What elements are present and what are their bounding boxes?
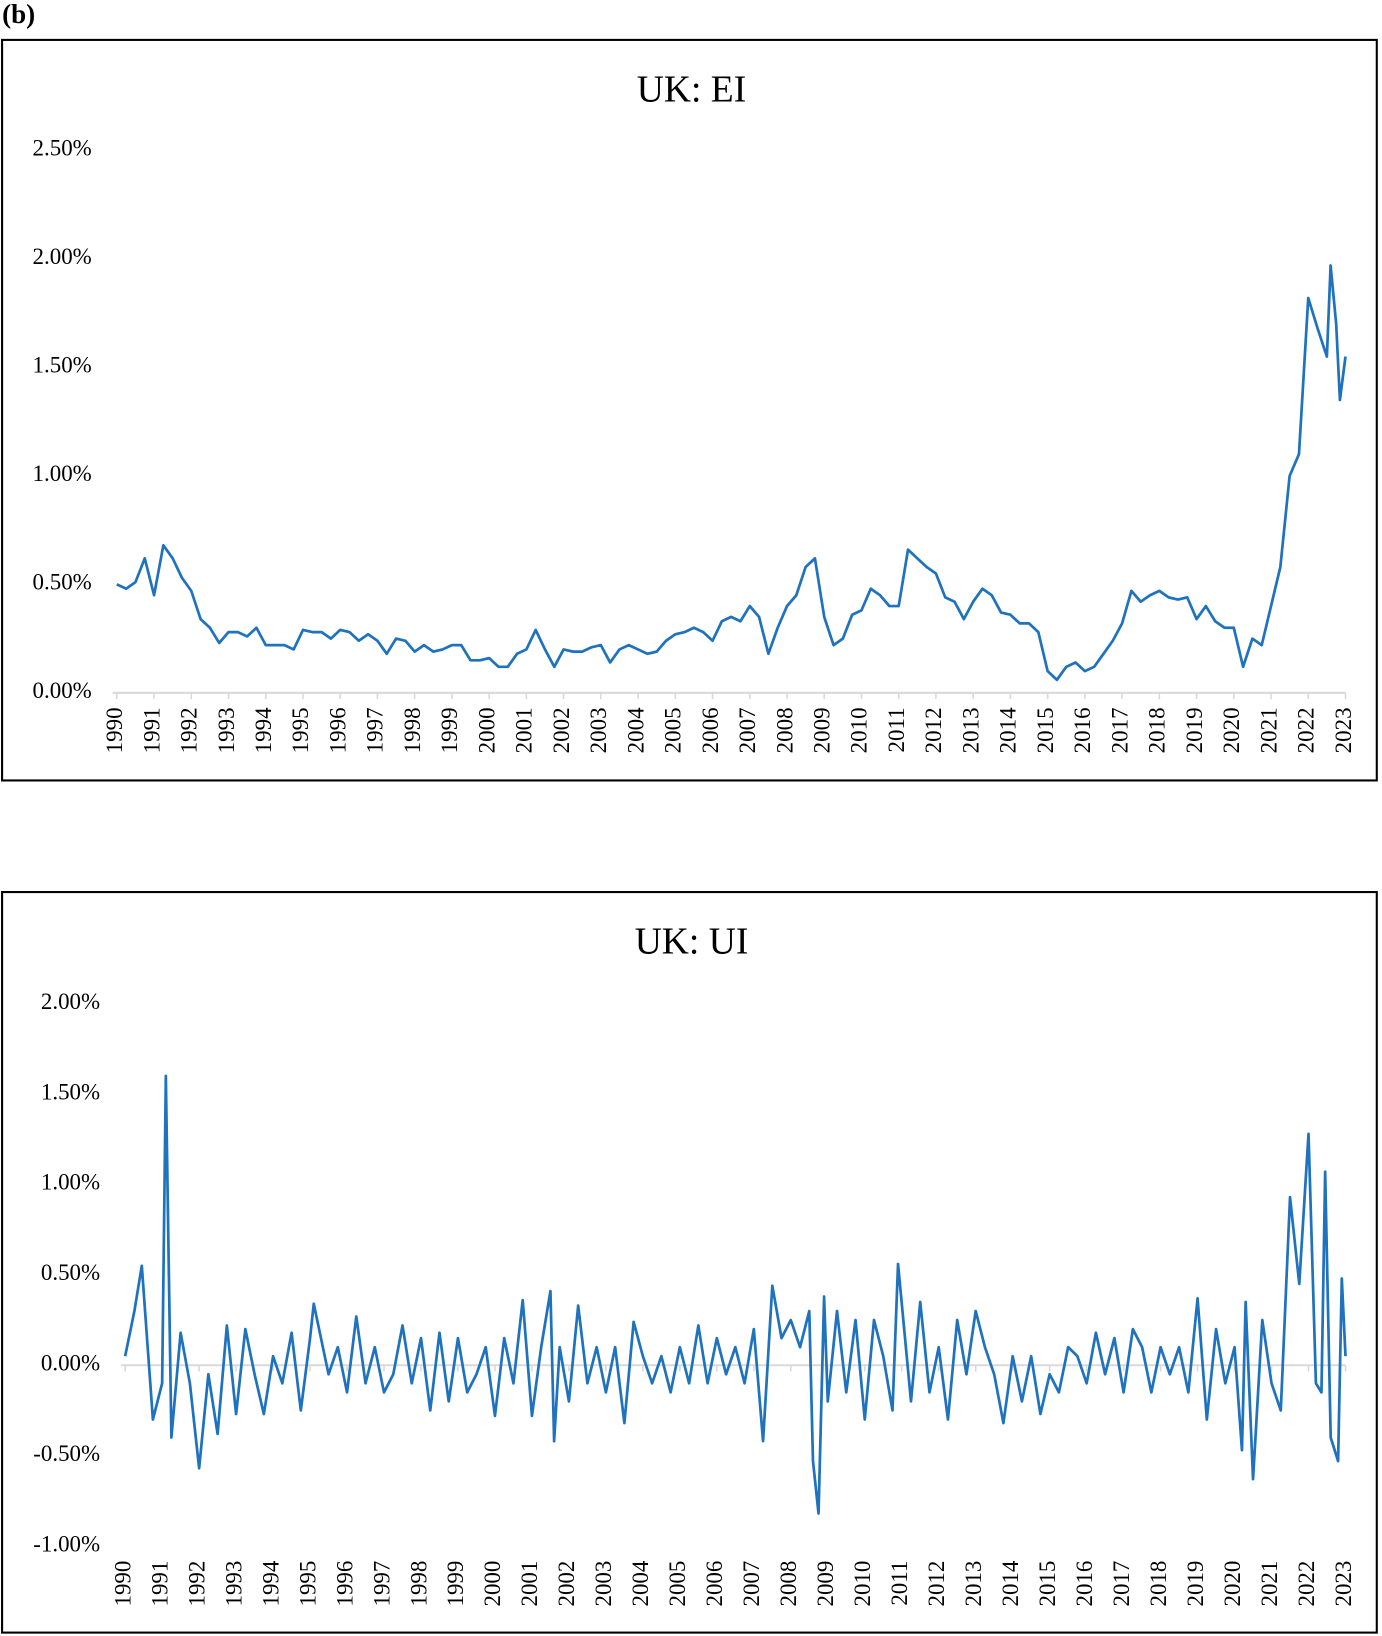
x-tick-label: 2014 bbox=[996, 707, 1021, 753]
x-tick-label: 2012 bbox=[924, 1561, 949, 1607]
x-tick-label: 2005 bbox=[665, 1561, 690, 1607]
x-tick-label: 1992 bbox=[184, 1561, 209, 1607]
x-tick-label: 2010 bbox=[850, 1561, 875, 1607]
x-tick-label: 2008 bbox=[776, 1561, 801, 1607]
x-tick-label: 2006 bbox=[698, 707, 723, 753]
x-tick-label: 2006 bbox=[702, 1561, 727, 1607]
x-tick-label: 1994 bbox=[251, 707, 276, 753]
x-tick-label: 1995 bbox=[288, 707, 313, 753]
x-tick-label: 2020 bbox=[1219, 707, 1244, 753]
y-tick-label: 0.50% bbox=[33, 570, 92, 595]
x-tick-label: 1990 bbox=[102, 707, 127, 753]
x-tick-label: 1993 bbox=[214, 707, 239, 753]
x-tick-label: 2002 bbox=[554, 1561, 579, 1607]
x-tick-label: 2014 bbox=[998, 1560, 1023, 1606]
y-tick-label: -1.00% bbox=[33, 1531, 100, 1556]
x-tick-label: 1995 bbox=[295, 1561, 320, 1607]
x-tick-label: 2022 bbox=[1294, 1561, 1319, 1607]
y-tick-label: 2.00% bbox=[41, 989, 100, 1014]
x-tick-label: 1999 bbox=[443, 1561, 468, 1607]
x-tick-label: 2003 bbox=[586, 707, 611, 753]
x-tick-label: 2015 bbox=[1033, 707, 1058, 753]
data-line bbox=[123, 1074, 1347, 1515]
x-tick-label: 2005 bbox=[661, 707, 686, 753]
x-tick-label: 1997 bbox=[363, 707, 388, 753]
x-tick-label: 2011 bbox=[887, 1561, 912, 1606]
x-tick-label: 1993 bbox=[221, 1561, 246, 1607]
x-tick-label: 2011 bbox=[884, 707, 909, 752]
chart-title: UK: EI bbox=[637, 69, 746, 110]
chart-title: UK: UI bbox=[635, 922, 749, 963]
x-tick-label: 1999 bbox=[437, 707, 462, 753]
x-tick-label: 2017 bbox=[1109, 1561, 1134, 1607]
x-tick-label: 2009 bbox=[810, 707, 835, 753]
x-tick-label: 2016 bbox=[1070, 707, 1095, 753]
x-tick-label: 2016 bbox=[1072, 1561, 1097, 1607]
x-tick-label: 2023 bbox=[1331, 1561, 1356, 1607]
x-tick-label: 2002 bbox=[549, 707, 574, 753]
x-tick-label: 1992 bbox=[177, 707, 202, 753]
y-tick-label: 0.00% bbox=[41, 1351, 100, 1376]
y-tick-label: 1.00% bbox=[33, 461, 92, 486]
x-tick-label: 1997 bbox=[369, 1561, 394, 1607]
x-tick-label: 2000 bbox=[474, 707, 499, 753]
x-tick-label: 1996 bbox=[332, 1561, 357, 1607]
y-tick-label: -0.50% bbox=[33, 1441, 100, 1466]
x-tick-label: 2003 bbox=[591, 1561, 616, 1607]
panel-label: (b) bbox=[2, 0, 35, 29]
x-tick-label: 2018 bbox=[1145, 707, 1170, 753]
x-tick-label: 2019 bbox=[1183, 1561, 1208, 1607]
x-tick-label: 2004 bbox=[623, 707, 648, 753]
chart-frame bbox=[1, 38, 1378, 782]
x-tick-label: 2007 bbox=[735, 707, 760, 753]
x-tick-label: 2010 bbox=[847, 707, 872, 753]
x-tick-label: 2013 bbox=[961, 1561, 986, 1607]
x-tick-label: 2017 bbox=[1107, 707, 1132, 753]
x-tick-label: 2013 bbox=[958, 707, 983, 753]
x-tick-label: 2023 bbox=[1331, 707, 1356, 753]
x-tick-label: 2021 bbox=[1257, 1561, 1282, 1607]
x-tick-label: 1991 bbox=[147, 1561, 172, 1607]
x-tick-label: 2008 bbox=[772, 707, 797, 753]
x-tick-label: 1998 bbox=[400, 707, 425, 753]
x-tick-label: 2001 bbox=[517, 1561, 542, 1607]
y-tick-label: 2.50% bbox=[33, 136, 92, 161]
y-tick-label: 2.00% bbox=[33, 244, 92, 269]
x-tick-label: 2007 bbox=[739, 1561, 764, 1607]
x-tick-label: 2019 bbox=[1182, 707, 1207, 753]
y-tick-label: 0.50% bbox=[41, 1260, 100, 1285]
x-tick-label: 2004 bbox=[628, 1560, 653, 1606]
x-tick-label: 1996 bbox=[325, 707, 350, 753]
x-tick-label: 2018 bbox=[1146, 1561, 1171, 1607]
y-tick-label: 1.00% bbox=[41, 1170, 100, 1195]
y-tick-label: 1.50% bbox=[41, 1079, 100, 1104]
x-tick-label: 2000 bbox=[480, 1561, 505, 1607]
x-tick-label: 2021 bbox=[1256, 707, 1281, 753]
x-tick-label: 1991 bbox=[139, 707, 164, 753]
x-tick-label: 2015 bbox=[1035, 1561, 1060, 1607]
x-tick-label: 2001 bbox=[512, 707, 537, 753]
x-tick-label: 2009 bbox=[813, 1561, 838, 1607]
x-tick-label: 2022 bbox=[1294, 707, 1319, 753]
x-tick-label: 2020 bbox=[1220, 1561, 1245, 1607]
x-tick-label: 2012 bbox=[921, 707, 946, 753]
data-line bbox=[116, 264, 1347, 682]
chart-frame bbox=[1, 891, 1378, 1634]
y-tick-label: 1.50% bbox=[33, 353, 92, 378]
x-tick-label: 1998 bbox=[406, 1561, 431, 1607]
x-tick-label: 1994 bbox=[258, 1560, 283, 1606]
x-tick-label: 1990 bbox=[110, 1561, 135, 1607]
y-tick-label: 0.00% bbox=[33, 678, 92, 703]
